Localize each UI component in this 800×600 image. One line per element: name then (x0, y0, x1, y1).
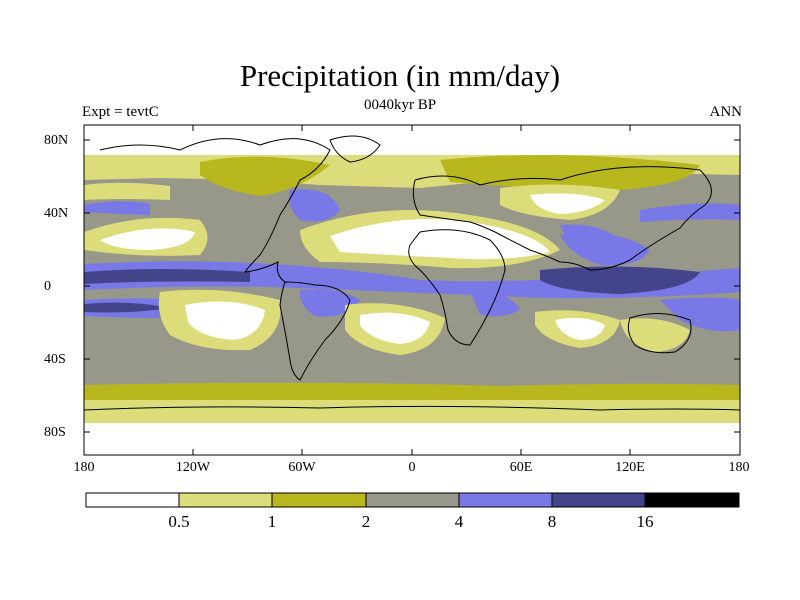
plot-subtitle: 0040kyr BP (363, 97, 437, 113)
season-label: ANN (709, 104, 743, 120)
colorbar-label-2: 2 (361, 512, 371, 531)
lon-tick-120w: 120W (175, 460, 211, 475)
coast-south-america (279, 281, 351, 381)
plot-title: Precipitation (in mm/day) (239, 58, 561, 93)
coast-antarctica (84, 405, 740, 411)
lat-tick-40s: 40S (44, 352, 66, 367)
map-field (84, 125, 740, 455)
field-asia-interior-dry (530, 193, 605, 214)
field-itcz-core (84, 269, 250, 284)
field-gulfstream-wet (288, 189, 340, 222)
coast-greenland (329, 135, 381, 163)
field-seasia-wet (560, 233, 650, 266)
colorbar-label-0-5: 0.5 (168, 512, 190, 531)
lat-tick-80n: 80N (44, 133, 69, 148)
colorbar (85, 492, 740, 508)
colorbar-swatch-2 (272, 493, 366, 507)
field-npacific-dry (100, 228, 195, 250)
field-warmpool-core (540, 266, 700, 294)
colorbar-frame (85, 492, 740, 508)
lon-tick-180e: 180 (728, 460, 750, 475)
field-npacific-mid (84, 182, 170, 200)
field-satlantic-dry (360, 312, 430, 344)
lon-tick-60e: 60E (509, 460, 533, 475)
lat-tick-0: 0 (44, 279, 51, 294)
lon-tick-180w: 180 (73, 460, 95, 475)
field-canada-mid (200, 156, 330, 196)
field-npacific-wet (84, 201, 150, 215)
field-sindian-dry (555, 317, 605, 340)
colorbar-swatch-6 (645, 493, 739, 507)
coast-eurasia (412, 166, 712, 271)
field-amazon-wet (299, 289, 360, 317)
coastlines (84, 135, 740, 411)
colorbar-label-8: 8 (547, 512, 557, 531)
colorbar-label-1: 1 (267, 512, 277, 531)
field-central-africa-wet (470, 291, 520, 317)
lat-tick-40n: 40N (44, 206, 69, 221)
axis-ticks (84, 125, 740, 455)
coast-north-america (99, 138, 331, 283)
field-sepacific-dry (185, 301, 265, 340)
colorbar-label-4: 4 (454, 512, 464, 531)
colorbar-swatch-1 (179, 493, 272, 507)
field-australia-light (620, 318, 690, 352)
field-spcz-core (84, 302, 170, 313)
field-swpacific-wet (660, 297, 740, 332)
colorbar-swatch-5 (552, 493, 645, 507)
lon-tick-120e: 120E (615, 460, 645, 475)
lon-tick-0: 0 (408, 460, 416, 475)
field-sahara-dry (330, 219, 550, 260)
lon-tick-60w: 60W (288, 460, 316, 475)
field-southern-light (84, 398, 740, 423)
coast-africa (408, 229, 506, 346)
experiment-label: Expt = tevtC (82, 104, 159, 120)
colorbar-label-16: 16 (636, 512, 654, 531)
field-eurasia-mid (440, 155, 700, 190)
field-nwpacific-wet (640, 203, 740, 222)
colorbar-swatch-0 (86, 493, 179, 507)
coast-australia (627, 313, 692, 354)
colorbar-swatch-3 (366, 493, 459, 507)
field-southern-mid (84, 382, 740, 400)
lat-tick-80s: 80S (44, 425, 66, 440)
colorbar-swatch-4 (459, 493, 552, 507)
